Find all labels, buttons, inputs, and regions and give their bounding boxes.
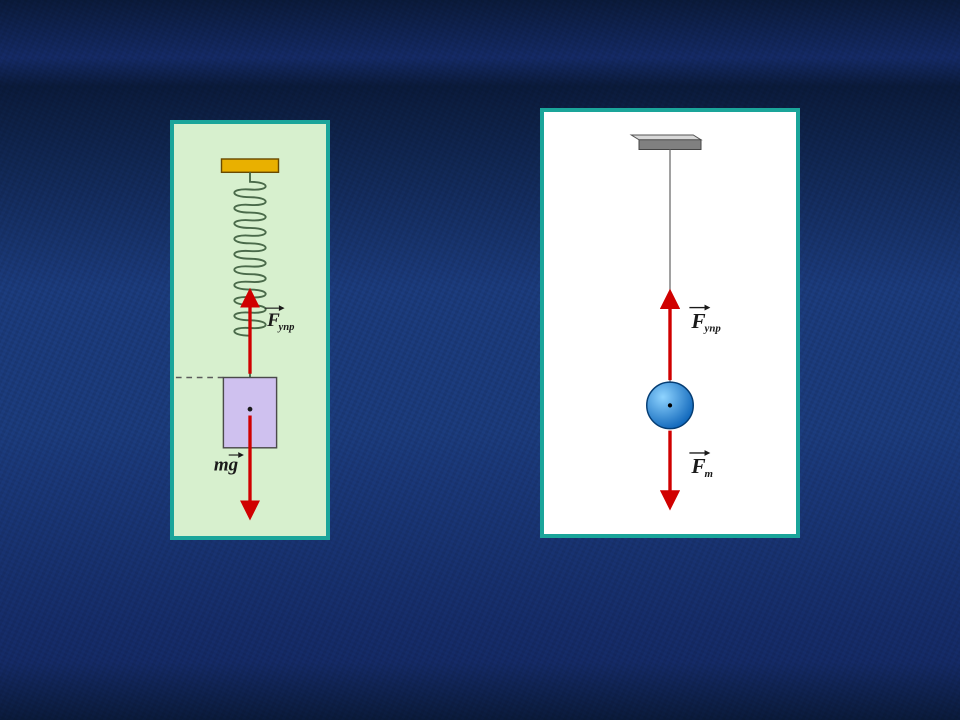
diagram-spring-mass: F упр mg [170, 120, 330, 540]
diagram-spring-mass-svg: F упр mg [174, 124, 326, 536]
label-f-gravity-symbol: F [690, 454, 705, 478]
label-mg: mg [214, 452, 244, 475]
mass-center-dot [248, 407, 253, 412]
label-f-elastic: F упр [265, 305, 294, 333]
slide-background: F упр mg [0, 0, 960, 720]
diagram-pendulum-svg: F упр F т [544, 112, 796, 534]
label-mg-text: mg [214, 455, 238, 476]
label-f-gravity-subscript: т [705, 468, 713, 480]
ceiling-bar-side [639, 140, 701, 150]
ball-center-dot [668, 403, 672, 407]
label-f-elastic-subscript: упр [703, 323, 722, 335]
label-f-elastic: F упр [689, 305, 721, 335]
label-f-gravity: F т [689, 450, 713, 480]
diagram-pendulum: F упр F т [540, 108, 800, 538]
anchor-block [222, 159, 279, 172]
ceiling-bar-top [631, 135, 701, 140]
label-f-elastic-symbol: F [690, 309, 705, 333]
label-f-elastic-subscript: упр [277, 322, 295, 333]
vector-overbar-arrow [238, 452, 244, 458]
